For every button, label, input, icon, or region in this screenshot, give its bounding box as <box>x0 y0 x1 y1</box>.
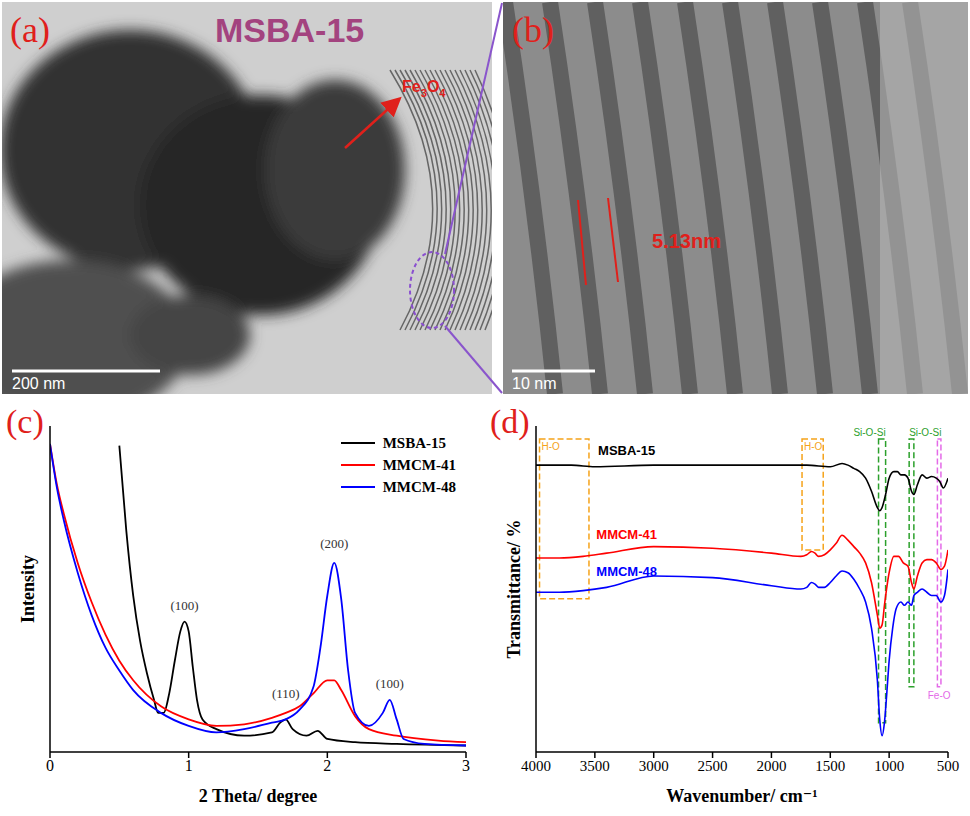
svg-text:4000: 4000 <box>521 758 551 774</box>
svg-text:(a): (a) <box>10 10 50 50</box>
svg-text:2 Theta/ degree: 2 Theta/ degree <box>199 786 317 806</box>
svg-text:(110): (110) <box>272 686 300 701</box>
svg-text:2: 2 <box>323 757 331 774</box>
svg-text:1: 1 <box>185 757 193 774</box>
svg-text:5.13nm: 5.13nm <box>652 230 721 252</box>
svg-text:H-O: H-O <box>542 441 561 452</box>
svg-text:3: 3 <box>462 757 470 774</box>
svg-text:Intensity: Intensity <box>18 555 38 623</box>
html-text:MMCM-41: MMCM-41 <box>382 456 456 473</box>
svg-text:Transmittance/ %: Transmittance/ % <box>504 519 524 658</box>
svg-text:200 nm: 200 nm <box>12 375 65 392</box>
svg-text:H-O: H-O <box>804 441 823 452</box>
svg-text:3500: 3500 <box>580 758 610 774</box>
svg-text:10 nm: 10 nm <box>512 375 556 392</box>
html-text:MMCM-48: MMCM-48 <box>382 478 456 495</box>
svg-text:MSBA-15: MSBA-15 <box>215 11 364 49</box>
html-text:(d): (d) <box>490 403 530 440</box>
html-text:MSBA-15: MSBA-15 <box>382 434 446 451</box>
svg-text:Fe3O4: Fe3O4 <box>402 78 446 99</box>
svg-text:1500: 1500 <box>815 758 845 774</box>
svg-text:2500: 2500 <box>698 758 728 774</box>
svg-text:3000: 3000 <box>639 758 669 774</box>
svg-text:(100): (100) <box>376 676 404 691</box>
svg-text:Si-O-Si: Si-O-Si <box>853 427 885 438</box>
svg-text:(b): (b) <box>512 10 554 50</box>
svg-text:(200): (200) <box>320 536 348 551</box>
svg-text:MSBA-15: MSBA-15 <box>598 443 655 458</box>
svg-text:500: 500 <box>937 758 960 774</box>
svg-text:2000: 2000 <box>756 758 786 774</box>
svg-text:MMCM-48: MMCM-48 <box>596 564 657 579</box>
svg-text:Si-O-Si: Si-O-Si <box>909 427 941 438</box>
svg-text:(100): (100) <box>170 598 198 613</box>
svg-text:Fe-O: Fe-O <box>928 690 951 701</box>
svg-text:Wavenumber/ cm⁻¹: Wavenumber/ cm⁻¹ <box>666 786 817 806</box>
svg-text:MMCM-41: MMCM-41 <box>596 527 657 542</box>
svg-text:1000: 1000 <box>874 758 904 774</box>
html-text:(c): (c) <box>6 403 44 440</box>
svg-text:0: 0 <box>46 757 54 774</box>
